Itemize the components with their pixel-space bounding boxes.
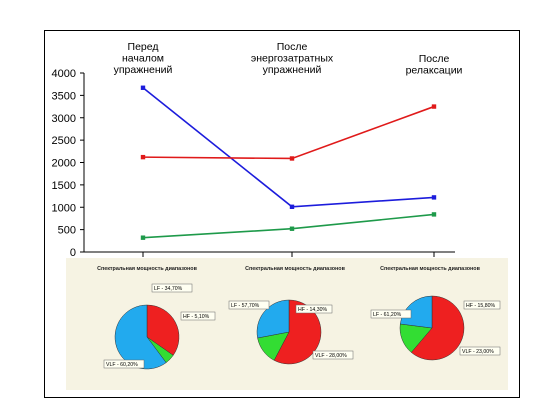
- pie-slice-label: VLF - 28,00%: [315, 353, 347, 359]
- pie-title: Спектральная мощность диапазонов: [97, 266, 198, 272]
- pie-charts: Спектральная мощность диапазонов LF - 34,…: [97, 266, 501, 370]
- pie-label-box: [151, 283, 193, 293]
- data-point: [431, 104, 437, 109]
- data-point: [140, 85, 146, 90]
- phase-label-line: энергозатратных: [251, 53, 334, 65]
- pie-label-box: [180, 311, 216, 321]
- pie-label-box: [312, 350, 354, 360]
- y-tick-label: 3500: [52, 90, 76, 102]
- pie-slice: [273, 299, 322, 365]
- pie-label-box: [103, 359, 145, 369]
- pie-slice-label: HF - 15,80%: [466, 303, 496, 309]
- pie-label-box: [463, 300, 501, 310]
- pie-slice-label: HF - 5,10%: [183, 314, 210, 320]
- y-tick-label: 4000: [52, 68, 76, 80]
- phase-label-line: релаксации: [406, 65, 463, 77]
- pie-title: Спектральная мощность диапазонов: [380, 266, 481, 272]
- phase-label-line: После: [277, 41, 308, 53]
- phase-label-line: упражнений: [114, 64, 173, 76]
- phase-label-line: началом: [122, 53, 164, 65]
- data-point: [431, 212, 437, 217]
- series-line: [142, 87, 435, 208]
- pie-label-box: [459, 346, 501, 356]
- pie-slice-label: VLF - 23,00%: [462, 349, 494, 355]
- pie-slice: [256, 299, 290, 339]
- pie-slice-label: LF - 57,70%: [231, 303, 260, 309]
- pie-slice: [114, 304, 167, 370]
- pie-label-box: [295, 304, 333, 314]
- pie-label-box: [228, 300, 270, 310]
- data-point: [289, 156, 295, 161]
- data-point: [289, 226, 295, 231]
- y-tick-label: 2000: [52, 158, 76, 170]
- phase-label: После релаксации: [406, 53, 463, 77]
- phase-label-line: упражнений: [263, 64, 322, 76]
- pie-slice-label: VLF - 60,20%: [106, 362, 138, 368]
- pie-slice: [410, 295, 465, 361]
- phase-label: Перед началом упражнений: [114, 41, 173, 76]
- series-line: [142, 105, 435, 160]
- phase-label-line: Перед: [128, 41, 159, 53]
- pie-slice: [146, 304, 180, 356]
- pie-slice-label: LF - 34,70%: [154, 286, 183, 292]
- y-tick-label: 2500: [52, 135, 76, 147]
- phase-label-line: После: [419, 53, 450, 65]
- y-tick-label: 1000: [52, 202, 76, 214]
- data-point: [140, 235, 146, 240]
- pie-slice-label: LF - 61,20%: [373, 312, 402, 318]
- data-point: [289, 204, 295, 210]
- y-tick-label: 500: [58, 225, 76, 237]
- data-point: [140, 154, 146, 160]
- pie-slice: [399, 295, 433, 329]
- phase-label: После энергозатратных упражнений: [251, 41, 334, 76]
- series-line: [142, 213, 435, 239]
- data-point: [431, 195, 437, 200]
- y-tick-label: 0: [70, 247, 76, 259]
- y-tick-label: 3000: [52, 113, 76, 125]
- pie-slice-label: HF - 14,30%: [298, 307, 328, 313]
- pie-label-box: [370, 309, 412, 319]
- pie-title: Спектральная мощность диапазонов: [245, 266, 346, 272]
- y-tick-label: 1500: [52, 180, 76, 192]
- line-chart: 0 500 1000 1500 2000 2500 3000 3500 4000 Перед нач…: [52, 41, 463, 259]
